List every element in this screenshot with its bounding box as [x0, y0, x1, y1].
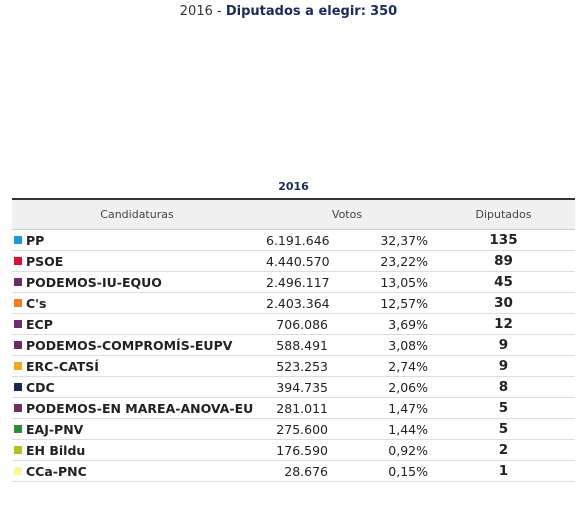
color-swatch — [14, 256, 22, 265]
votes: 281.011 — [262, 397, 332, 419]
total: 350 — [370, 4, 398, 19]
votes: 588.491 — [262, 334, 332, 356]
label: Diputados a elegir: — [225, 4, 366, 19]
percent: 0,92% — [332, 439, 432, 461]
row: CCa-PNC 28.676 0,15% 1 — [12, 460, 575, 482]
candidate: C's — [12, 292, 262, 314]
color-swatch — [14, 382, 22, 391]
separator: - — [217, 4, 222, 19]
color-swatch — [14, 424, 22, 433]
votes: 2.496.117 — [262, 271, 332, 293]
color-swatch — [14, 235, 22, 244]
candidate: PSOE — [12, 250, 262, 272]
seats: 12 — [432, 313, 575, 335]
candidate: CDC — [12, 376, 262, 398]
seats: 135 — [432, 229, 575, 251]
percent: 23,22% — [332, 250, 432, 272]
candidate: EAJ-PNV — [12, 418, 262, 440]
color-swatch — [14, 298, 22, 307]
candidate: EH Bildu — [12, 439, 262, 461]
candidate-name: EH Bildu — [26, 442, 86, 458]
votes: 28.676 — [262, 460, 332, 482]
seats: 9 — [432, 334, 575, 356]
color-swatch — [14, 340, 22, 349]
seats: 5 — [432, 397, 575, 419]
column-header: Votos — [262, 198, 432, 230]
votes: 394.735 — [262, 376, 332, 398]
color-swatch — [14, 403, 22, 412]
candidate-name: PODEMOS-COMPROMÍS-EUPV — [26, 337, 233, 353]
table-caption: 2016 — [278, 180, 309, 193]
candidate-name: C's — [26, 295, 47, 311]
hemicycle — [0, 26, 577, 166]
candidate: PODEMOS-IU-EQUO — [12, 271, 262, 293]
row: C's 2.403.364 12,57% 30 — [12, 292, 575, 314]
votes: 275.600 — [262, 418, 332, 440]
votes: 176.590 — [262, 439, 332, 461]
candidate-name: ERC-CATSÍ — [26, 358, 99, 374]
votes: 6.191.646 — [262, 229, 332, 251]
year: 2016 — [179, 4, 213, 19]
row: ERC-CATSÍ 523.253 2,74% 9 — [12, 355, 575, 377]
color-swatch — [14, 445, 22, 454]
percent: 2,06% — [332, 376, 432, 398]
row: PODEMOS-COMPROMÍS-EUPV 588.491 3,08% 9 — [12, 334, 575, 356]
seats: 1 — [432, 460, 575, 482]
percent: 1,47% — [332, 397, 432, 419]
candidate: ECP — [12, 313, 262, 335]
color-swatch — [14, 277, 22, 286]
percent: 2,74% — [332, 355, 432, 377]
candidate: ERC-CATSÍ — [12, 355, 262, 377]
column-header: Diputados — [432, 198, 575, 230]
seats: 2 — [432, 439, 575, 461]
candidate: CCa-PNC — [12, 460, 262, 482]
seats: 45 — [432, 271, 575, 293]
header-row: Candidaturas Votos Diputados — [12, 198, 575, 230]
candidate-name: EAJ-PNV — [26, 421, 84, 437]
percent: 13,05% — [332, 271, 432, 293]
candidate: PODEMOS-EN MAREA-ANOVA-EU — [12, 397, 262, 419]
row: ECP 706.086 3,69% 12 — [12, 313, 575, 335]
votes: 523.253 — [262, 355, 332, 377]
candidate-name: CCa-PNC — [26, 463, 87, 479]
seats: 9 — [432, 355, 575, 377]
votes: 4.440.570 — [262, 250, 332, 272]
percent: 32,37% — [332, 229, 432, 251]
candidate: PP — [12, 229, 262, 251]
candidate-name: PSOE — [26, 253, 64, 269]
color-swatch — [14, 319, 22, 328]
votes: 2.403.364 — [262, 292, 332, 314]
candidate-name: PODEMOS-IU-EQUO — [26, 274, 162, 290]
column-header: Candidaturas — [12, 198, 262, 230]
votes: 706.086 — [262, 313, 332, 335]
row: CDC 394.735 2,06% 8 — [12, 376, 575, 398]
row: PP 6.191.646 32,37% 135 — [12, 229, 575, 251]
candidate-name: PP — [26, 232, 45, 248]
candidate-name: ECP — [26, 316, 53, 332]
seats: 89 — [432, 250, 575, 272]
row: EH Bildu 176.590 0,92% 2 — [12, 439, 575, 461]
candidate-name: CDC — [26, 379, 55, 395]
seats: 8 — [432, 376, 575, 398]
percent: 3,08% — [332, 334, 432, 356]
percent: 12,57% — [332, 292, 432, 314]
percent: 3,69% — [332, 313, 432, 335]
results-table: Candidaturas Votos Diputados PP 6.191.646… — [12, 198, 575, 482]
color-swatch — [14, 466, 22, 475]
candidate-name: PODEMOS-EN MAREA-ANOVA-EU — [26, 400, 254, 416]
seats: 5 — [432, 418, 575, 440]
percent: 0,15% — [332, 460, 432, 482]
row: PODEMOS-EN MAREA-ANOVA-EU 281.011 1,47% 5 — [12, 397, 575, 419]
row: PSOE 4.440.570 23,22% 89 — [12, 250, 575, 272]
color-swatch — [14, 361, 22, 370]
percent: 1,44% — [332, 418, 432, 440]
row: PODEMOS-IU-EQUO 2.496.117 13,05% 45 — [12, 271, 575, 293]
title: 2016 - Diputados a elegir: 350 — [0, 4, 577, 19]
seats: 30 — [432, 292, 575, 314]
candidate: PODEMOS-COMPROMÍS-EUPV — [12, 334, 262, 356]
row: EAJ-PNV 275.600 1,44% 5 — [12, 418, 575, 440]
